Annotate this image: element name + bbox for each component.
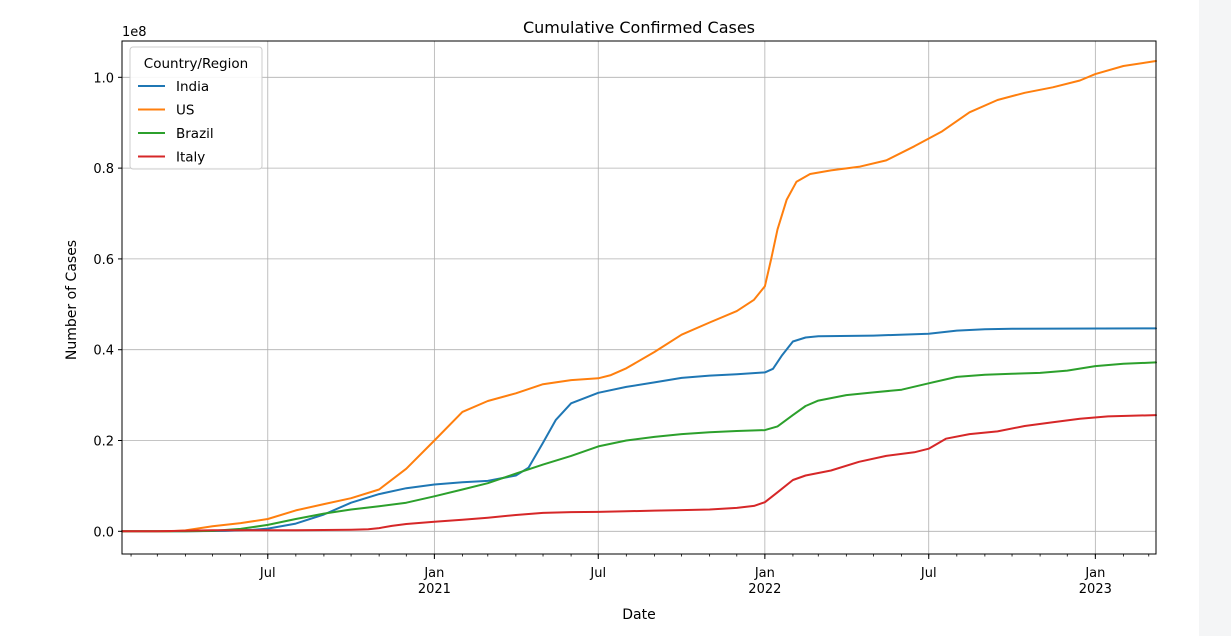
y-axis-offset-label: 1e8 (122, 25, 147, 40)
legend-title: Country/Region (144, 56, 248, 72)
y-tick-label: 0.4 (93, 344, 114, 359)
x-tick-label: Jul (920, 566, 937, 581)
y-tick-label: 1.0 (93, 71, 114, 86)
y-axis-ticks: 0.0 0.2 0.4 0.6 0.8 1.0 (93, 71, 122, 540)
legend-label-italy: Italy (176, 150, 205, 166)
legend-label-brazil: Brazil (176, 126, 214, 142)
x-tick-year-label: 2023 (1079, 582, 1112, 597)
grid-lines (122, 41, 1156, 554)
x-tick-year-label: 2021 (418, 582, 451, 597)
y-axis-label: Number of Cases (64, 240, 80, 360)
x-tick-label: Jan (423, 566, 444, 581)
y-tick-label: 0.2 (93, 435, 114, 450)
side-panel-strip (1199, 0, 1231, 636)
x-tick-label: Jan (1084, 566, 1105, 581)
legend-label-us: US (176, 103, 194, 119)
x-axis-label: Date (622, 607, 655, 623)
y-tick-label: 0.8 (93, 162, 114, 177)
series-line-brazil (121, 361, 1157, 533)
x-tick-year-label: 2022 (748, 582, 781, 597)
legend-entries: India US Brazil Italy (138, 79, 214, 166)
y-tick-label: 0.6 (93, 253, 114, 268)
x-tick-label: Jan (754, 566, 775, 581)
plot-frame (121, 40, 1157, 555)
series-line-us (121, 60, 1157, 533)
legend-label-india: India (176, 79, 209, 95)
series-lines (121, 60, 1157, 533)
y-tick-label: 0.0 (93, 525, 114, 540)
chart-title: Cumulative Confirmed Cases (523, 18, 755, 37)
legend: Country/Region India US Brazil Italy (129, 46, 263, 170)
x-tick-label: Jul (259, 566, 276, 581)
series-line-india (121, 327, 1157, 533)
x-tick-label: Jul (589, 566, 606, 581)
series-line-italy (121, 414, 1157, 533)
legend-box (129, 46, 263, 170)
